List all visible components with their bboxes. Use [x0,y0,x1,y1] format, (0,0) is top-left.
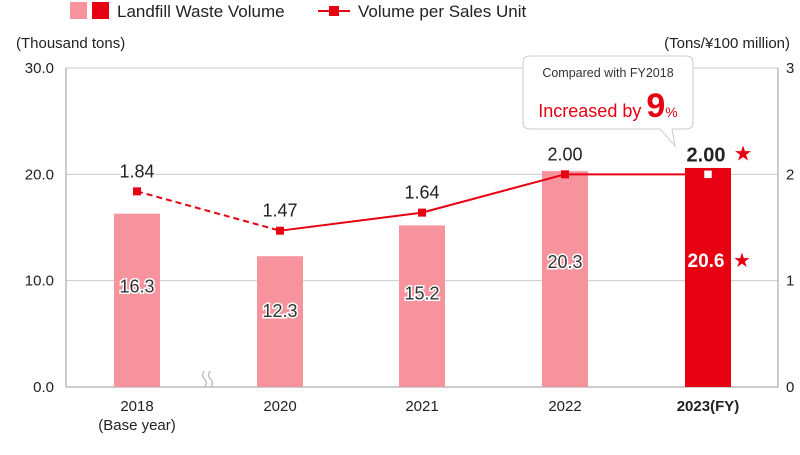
bar-value-label: 12.3 [262,301,297,321]
line-point [133,187,141,196]
x-tick-label: 2021 [405,398,438,415]
y-left-tick-label: 0.0 [33,379,54,396]
bar [399,225,445,387]
x-tick-label: 2018 [120,398,153,415]
legend-label-bar: Landfill Waste Volume [117,2,285,21]
line-point [702,169,714,180]
line-value-label: 1.64 [404,183,439,203]
bar-value-label: 20.3 [547,252,582,272]
bar [257,256,303,387]
x-tick-label: 2022 [548,398,581,415]
bar-value-label: 20.6 [688,251,725,272]
bar [542,171,588,387]
bar-value-star: ★ [733,250,751,272]
y-left-axis-label: (Thousand tons) [16,35,125,52]
legend-marker [329,6,339,16]
line-point [418,208,426,217]
line-segment [279,211,423,232]
legend-swatch-bar-highlight [92,2,109,19]
y-left-tick-label: 20.0 [25,166,54,183]
x-tick-fy-suffix: (FY) [710,398,739,415]
bar-value-label: 16.3 [119,276,154,296]
axis-break-mark [201,370,208,388]
line-value-label: 2.00 [687,144,726,166]
y-right-tick-label: 3 [786,60,794,77]
y-right-tick-label: 1 [786,273,794,290]
axis-break-mark [207,370,214,388]
legend-label-line: Volume per Sales Unit [358,2,526,21]
annotation-line2: Increased by 9% [538,87,677,125]
line-value-label: 1.84 [119,161,154,181]
line-value-label: 2.00 [547,144,582,164]
bar [685,167,731,387]
y-right-axis-label: (Tons/¥100 million) [664,35,790,52]
bar [114,213,160,387]
bar-value-label: 15.2 [404,283,439,303]
annotation-prefix: Increased by [538,101,646,121]
line-segment [421,173,566,214]
y-left-tick-label: 30.0 [25,60,54,77]
y-right-tick-label: 0 [786,379,794,396]
y-right-tick-label: 2 [786,166,794,183]
line-point [561,170,569,179]
line-value-star: ★ [734,142,753,165]
annotation-value: 9 [646,87,665,125]
line-point [276,226,284,235]
annotation-suffix: % [665,104,677,120]
annotation-line1: Compared with FY2018 [542,66,673,80]
x-tick-label: 2020 [263,398,296,415]
y-left-tick-label: 10.0 [25,273,54,290]
x-tick-sublabel: (Base year) [98,417,176,434]
line-value-label: 1.47 [262,201,297,221]
line-segment [136,190,281,232]
legend-swatch-bar [70,2,87,19]
x-tick-year: 2023 [677,398,710,415]
annotation-box [522,55,694,148]
x-tick-label: 2023(FY) [677,398,740,415]
